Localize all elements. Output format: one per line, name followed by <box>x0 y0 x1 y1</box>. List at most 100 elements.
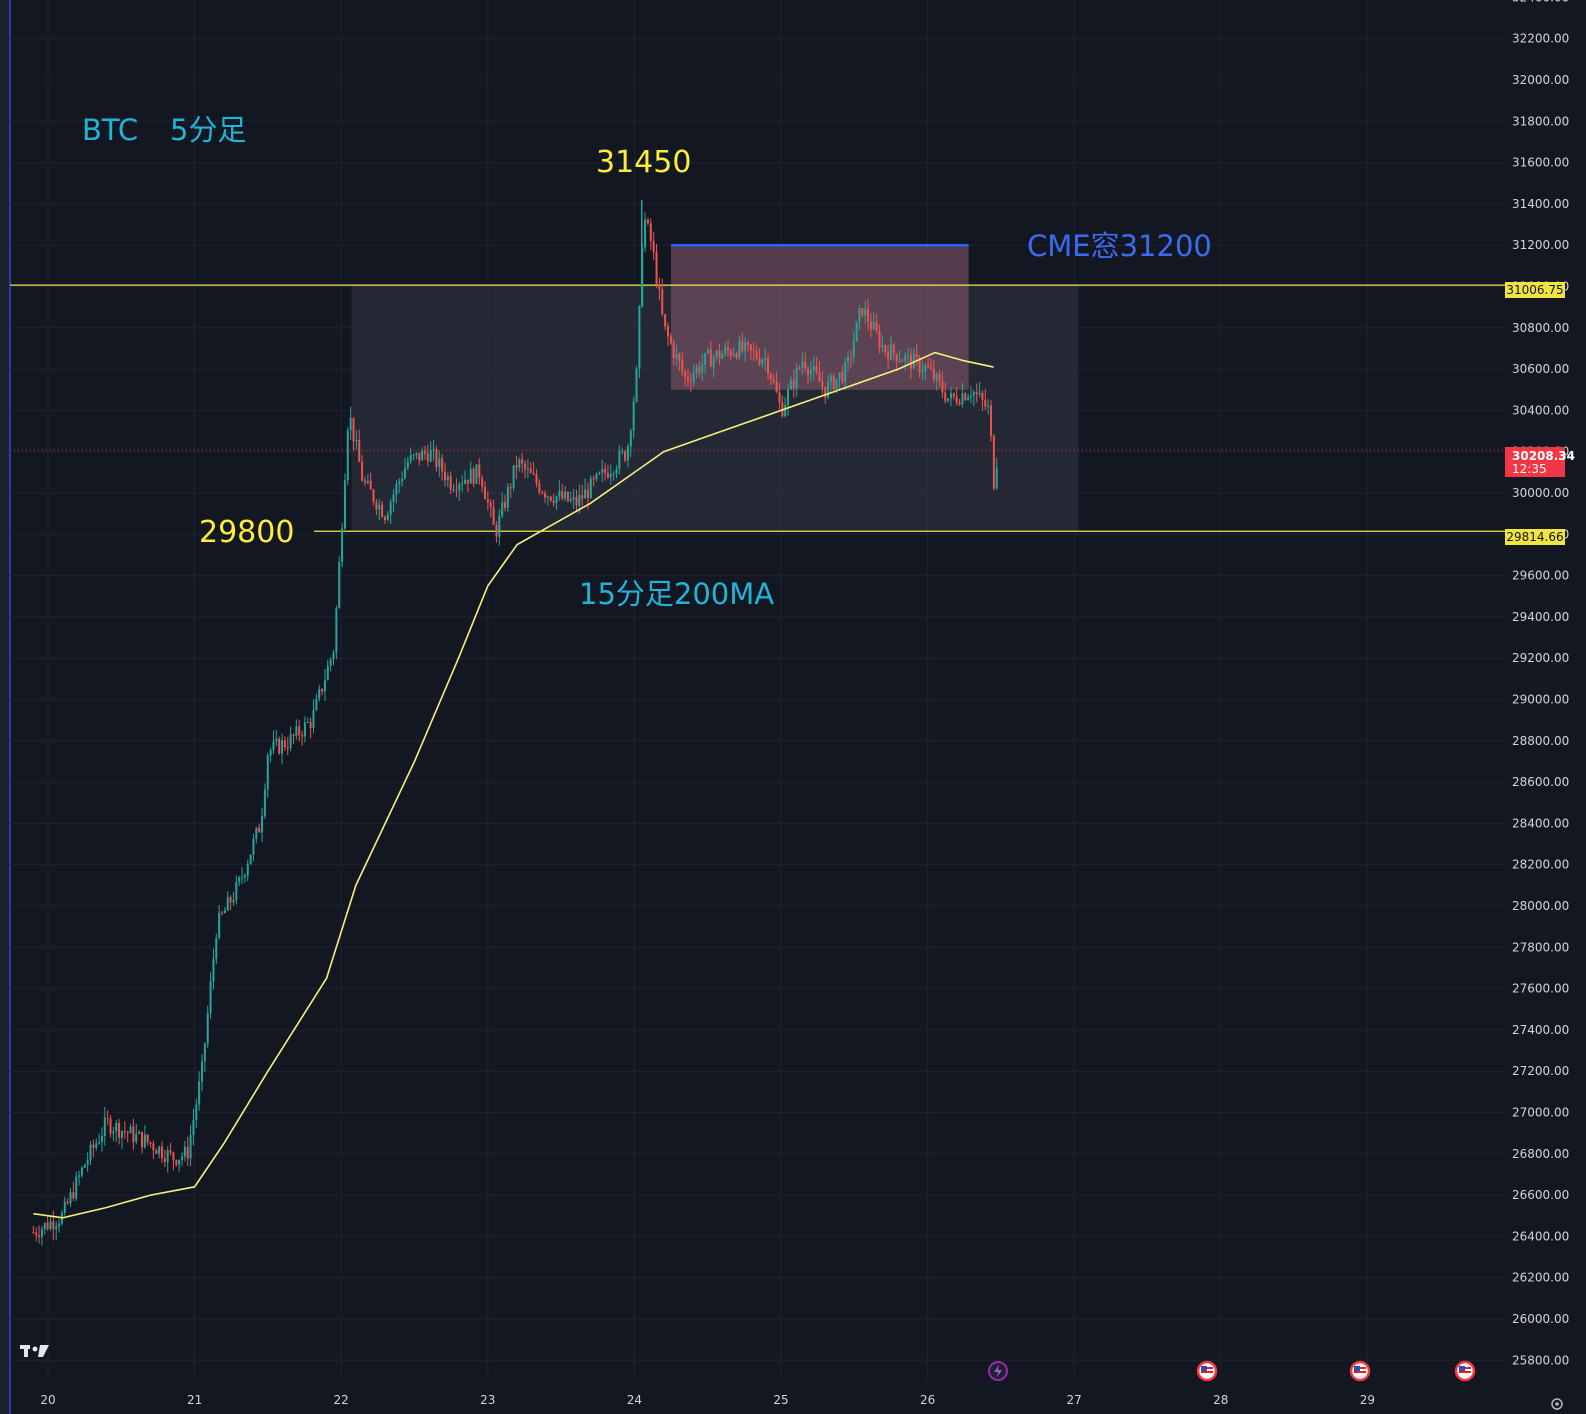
flash-event-icon[interactable] <box>988 1361 1008 1381</box>
candle-body <box>486 499 489 503</box>
candle-body <box>578 494 581 506</box>
candle-body <box>755 350 758 359</box>
candle-body <box>669 336 672 344</box>
ma-line-group <box>33 351 994 1219</box>
candle-body <box>644 219 647 248</box>
current-price-tag: 30208.34 12:35 <box>1505 447 1575 477</box>
candle-body <box>49 1221 52 1230</box>
candle-body <box>661 289 664 315</box>
chart-grid <box>10 0 1505 1380</box>
high-price-label: 31450 <box>596 145 691 180</box>
candle-body <box>178 1159 181 1165</box>
candle-body <box>881 345 884 348</box>
candle-body <box>795 367 798 388</box>
candle-body <box>909 354 912 369</box>
candle-body <box>472 468 475 484</box>
candle-body <box>506 486 509 508</box>
candle-body <box>286 747 289 749</box>
candle-body <box>772 379 775 382</box>
candle-body <box>381 504 384 517</box>
candle-body <box>406 461 409 468</box>
candle-body <box>538 483 541 493</box>
tradingview-logo-icon[interactable] <box>20 1345 49 1357</box>
candle-body <box>343 480 346 529</box>
us-flag-icon[interactable] <box>1196 1360 1218 1382</box>
candle-body <box>807 368 810 375</box>
candle-body <box>198 1081 201 1105</box>
lower-line-price-text: 29814.66 <box>1506 530 1563 544</box>
time-axis[interactable]: 20 21 22 23 24 25 26 27 28 29 <box>40 1393 1375 1407</box>
candle-body <box>738 340 741 358</box>
candle-body <box>715 350 718 358</box>
candle-body <box>815 365 818 373</box>
price-tick-label: 28400.00 <box>1512 816 1569 830</box>
candle-body <box>175 1160 178 1165</box>
candle-body <box>166 1150 169 1162</box>
us-flag-icon[interactable] <box>1349 1360 1371 1382</box>
price-tick-label: 27600.00 <box>1512 982 1569 996</box>
candle-body <box>38 1235 41 1237</box>
candle-body <box>972 392 975 396</box>
candle-body <box>366 480 369 483</box>
candle-body <box>918 357 921 372</box>
candle-body <box>609 473 612 478</box>
candle-body <box>855 321 858 342</box>
candle-body <box>92 1144 95 1148</box>
candle-body <box>281 740 284 754</box>
candle-body <box>632 401 635 431</box>
candle-body <box>841 372 844 382</box>
candle-body <box>378 504 381 510</box>
candle-body <box>152 1143 155 1151</box>
candle-body <box>478 464 481 478</box>
lower-line-price-tag: 29814.66 <box>1505 529 1565 545</box>
time-tick-label: 28 <box>1213 1393 1228 1407</box>
candle-body <box>749 344 752 351</box>
candle-body <box>618 451 621 469</box>
candle-body <box>369 480 372 490</box>
candle-body <box>43 1222 46 1230</box>
candle-body <box>195 1104 198 1120</box>
price-tick-label: 26200.00 <box>1512 1271 1569 1285</box>
price-axis[interactable]: 25800.00 26000.00 26200.00 26400.00 26600.00… <box>1512 0 1569 1367</box>
candle-body <box>129 1126 132 1134</box>
candle-body <box>132 1126 135 1142</box>
settings-gear-icon[interactable] <box>1551 1398 1563 1410</box>
candle-body <box>704 353 707 365</box>
candle-body <box>341 528 344 562</box>
candle-body <box>721 353 724 359</box>
candle-body <box>255 827 258 839</box>
candle-body <box>409 455 412 462</box>
us-flag-icon[interactable] <box>1454 1360 1476 1382</box>
candle-body <box>163 1158 166 1162</box>
candle-body <box>115 1122 118 1132</box>
candle-body <box>323 680 326 692</box>
candle-body <box>361 461 364 481</box>
candle-body <box>246 864 249 876</box>
price-tick-label: 29600.00 <box>1512 569 1569 583</box>
candle-body <box>524 463 527 470</box>
candle-body <box>990 405 993 436</box>
candle-body <box>924 365 927 372</box>
candle-body <box>678 354 681 362</box>
candle-body <box>192 1119 195 1136</box>
candle-body <box>761 360 764 364</box>
candle-body <box>752 350 755 352</box>
candle-body <box>120 1131 123 1138</box>
candle-body <box>969 395 972 398</box>
candle-body <box>126 1132 129 1134</box>
candle-body <box>729 350 732 356</box>
horizontal-lines <box>10 284 1505 532</box>
candle-body <box>606 472 609 478</box>
candle-body <box>292 734 295 736</box>
candle-body <box>812 365 815 371</box>
time-tick-label: 24 <box>627 1393 642 1407</box>
candle-body <box>706 349 709 354</box>
candle-body <box>461 483 464 485</box>
candle-body <box>429 450 432 462</box>
candle-body <box>509 486 512 488</box>
candle-body <box>452 489 455 491</box>
candle-body <box>626 446 629 461</box>
candle-body <box>546 496 549 498</box>
candle-body <box>189 1135 192 1159</box>
